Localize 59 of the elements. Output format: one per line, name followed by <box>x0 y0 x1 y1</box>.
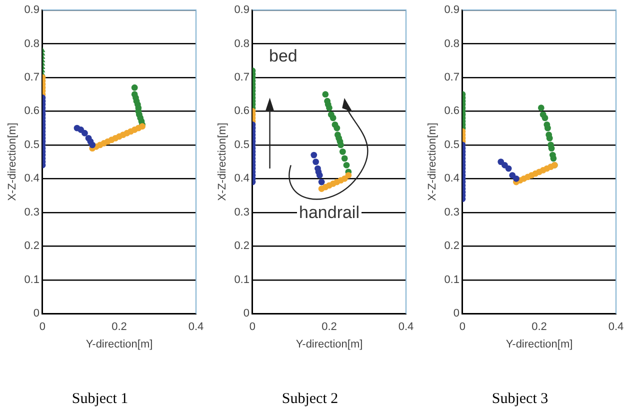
x-axis-title: Y-direction[m] <box>506 338 573 350</box>
y-tick-label: 0.1 <box>24 274 40 286</box>
y-tick-label: 0.9 <box>24 4 40 16</box>
point <box>339 148 346 155</box>
y-tick-label: 0.5 <box>24 138 40 151</box>
y-tick-label: 0.3 <box>234 206 250 218</box>
point <box>343 162 350 168</box>
x-tick-label: 0.2 <box>112 321 127 334</box>
y-tick-label: 0 <box>453 308 460 320</box>
y-tick-label: 0.2 <box>234 240 250 252</box>
point <box>332 121 338 128</box>
y-tick-label: 0.7 <box>24 72 40 84</box>
y-tick-label: 0.7 <box>234 72 250 84</box>
y-tick-label: 0.6 <box>24 105 40 118</box>
text: Subject 2 <box>282 390 338 407</box>
text: Subject 1 <box>72 390 128 407</box>
y-tick-label: 0.7 <box>444 72 460 84</box>
x-tick-label: 0.4 <box>398 321 414 334</box>
y-tick-label: 0.4 <box>444 172 460 185</box>
x-tick-label: 0.4 <box>188 321 204 334</box>
y-tick-label: 0.9 <box>444 4 460 16</box>
y-tick-label: 0 <box>33 308 40 320</box>
y-tick-label: 0.8 <box>24 38 40 50</box>
y-tick-label: 0.4 <box>24 172 40 185</box>
y-tick-label: 0.2 <box>24 240 40 252</box>
y-tick-label: 0.1 <box>444 274 460 286</box>
y-tick-label: 0.5 <box>234 138 250 151</box>
annotation: bed <box>269 46 298 66</box>
point <box>341 155 348 162</box>
point <box>328 111 334 118</box>
y-tick-label: 0.3 <box>24 206 40 218</box>
y-axis-title: X-Z-direction[m] <box>6 122 19 201</box>
y-tick-label: 0.9 <box>234 4 250 16</box>
y-tick-label: 0.1 <box>234 274 250 286</box>
x-tick-label: 0.2 <box>322 321 337 334</box>
point <box>324 98 331 104</box>
y-tick-label: 0.8 <box>234 38 250 50</box>
point <box>131 84 138 91</box>
y-tick-label: 0.4 <box>234 172 250 185</box>
x-tick-label: 0.2 <box>532 321 547 334</box>
x-tick-label: 0.4 <box>608 321 624 334</box>
y-tick-label: 0.5 <box>444 138 460 151</box>
y-tick-label: 0.6 <box>444 105 460 118</box>
y-tick-label: 0.8 <box>444 38 460 50</box>
y-tick-label: 0.6 <box>234 105 250 118</box>
point <box>548 142 554 148</box>
point <box>334 132 341 138</box>
annotation: handrail <box>298 203 360 222</box>
y-tick-label: 0.3 <box>444 206 460 218</box>
x-axis-title: Y-direction[m] <box>296 338 363 350</box>
point <box>345 172 352 178</box>
y-axis-title: X-Z-direction[m] <box>216 122 229 201</box>
point <box>322 91 329 98</box>
point <box>131 91 138 98</box>
y-tick-label: 0.2 <box>444 240 460 252</box>
x-axis-title: Y-direction[m] <box>86 338 153 350</box>
text: Subject 3 <box>492 390 548 407</box>
y-tick-label: 0 <box>243 308 250 320</box>
y-axis-title: X-Z-direction[m] <box>426 122 439 201</box>
